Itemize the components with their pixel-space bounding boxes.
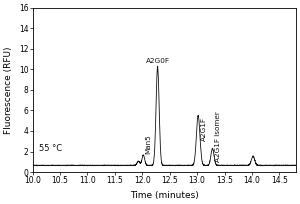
Y-axis label: Fluorescence (RFU): Fluorescence (RFU) (4, 46, 13, 134)
X-axis label: Time (minutes): Time (minutes) (130, 191, 199, 200)
Text: Man5: Man5 (146, 134, 152, 154)
Text: A2G1F isomer: A2G1F isomer (215, 111, 221, 162)
Text: A2G1F: A2G1F (201, 117, 207, 141)
Text: A2G0F: A2G0F (146, 58, 170, 64)
Text: 55 °C: 55 °C (39, 144, 62, 153)
